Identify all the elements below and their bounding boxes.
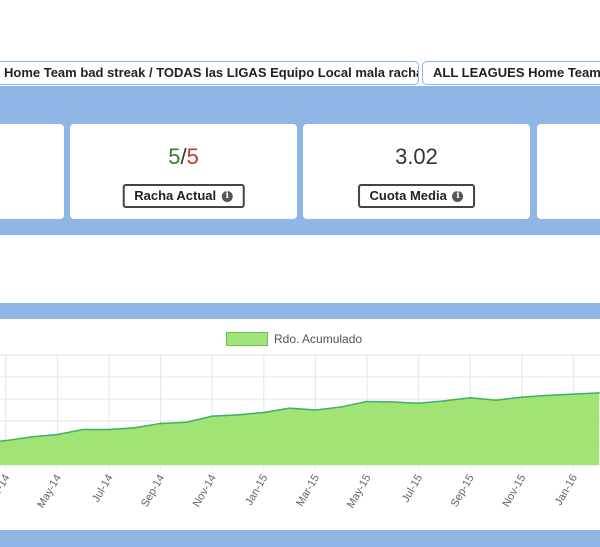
data-point [417, 402, 420, 405]
streak-value: 5/5 [70, 144, 297, 170]
data-point [237, 414, 239, 416]
data-point [366, 400, 368, 403]
stat-card-streak: 5/5 Racha Actual i [70, 124, 297, 219]
info-circle-icon[interactable]: i [221, 191, 233, 203]
info-circle-icon[interactable]: i [452, 191, 464, 203]
data-point [5, 439, 7, 442]
x-tick-label: May-14 [35, 473, 64, 511]
stat-card-avg-odds: 3.02 Cuota Media i [303, 124, 530, 219]
data-point [30, 436, 33, 438]
x-tick-label: Jan-15 [243, 473, 270, 508]
cuota-media-button[interactable]: Cuota Media i [357, 184, 476, 208]
x-tick-label: May-15 [345, 473, 374, 511]
racha-actual-label: Racha Actual [134, 188, 217, 203]
data-point [495, 399, 497, 402]
x-tick-label: Nov-14 [191, 473, 219, 510]
data-point [159, 422, 162, 425]
data-point [340, 406, 343, 408]
data-point [314, 409, 317, 411]
x-tick-label: Jan-16 [553, 473, 580, 508]
data-point [572, 393, 575, 395]
data-point [521, 396, 523, 398]
x-tick-label: Jul-15 [400, 473, 425, 505]
chart-header-band [0, 303, 600, 319]
cumulative-result-chart: Mar-14 May-14 Jul-14 Sep-14 Nov-14 Jan-15 Mar-… [0, 354, 600, 511]
racha-actual-button[interactable]: Racha Actual i [122, 184, 245, 208]
data-point [185, 421, 188, 424]
x-tick-label: Sep-15 [449, 473, 477, 510]
tab-all-leagues-home-team[interactable]: ALL LEAGUES Home Team [423, 62, 600, 84]
x-tick-label: Mar-14 [0, 473, 12, 509]
data-point [546, 394, 549, 397]
avg-odds-value: 3.02 [395, 144, 438, 169]
data-point [82, 428, 84, 431]
data-point [263, 411, 265, 414]
stat-card-partial-right [537, 124, 600, 219]
x-tick-label: Sep-14 [139, 473, 167, 510]
cuota-media-label: Cuota Media [369, 188, 447, 203]
streak-value-current: 5 [168, 144, 181, 169]
x-tick-label: Nov-15 [500, 473, 528, 510]
stat-card-partial-left [0, 124, 64, 219]
streak-value-separator: / [180, 144, 187, 169]
data-point [469, 396, 472, 399]
x-tick-label: Jul-14 [90, 473, 115, 505]
streak-value-total: 5 [186, 144, 199, 169]
data-point [443, 400, 446, 402]
data-point [56, 433, 59, 436]
legend-swatch [226, 331, 268, 346]
data-point [392, 401, 394, 403]
legend-label: Rdo. Acumulado [274, 331, 363, 346]
data-point [108, 428, 110, 431]
chart-legend[interactable]: Rdo. Acumulado [226, 331, 362, 347]
data-point [288, 407, 291, 409]
x-tick-label: Mar-15 [294, 473, 322, 509]
series-area-rdo-acumulado [0, 392, 600, 465]
data-point [211, 415, 213, 417]
tab-home-team-bad-streak[interactable]: Home Team bad streak / TODAS las LIGAS E… [0, 62, 418, 84]
footer-band [0, 530, 600, 547]
data-point [134, 426, 136, 429]
